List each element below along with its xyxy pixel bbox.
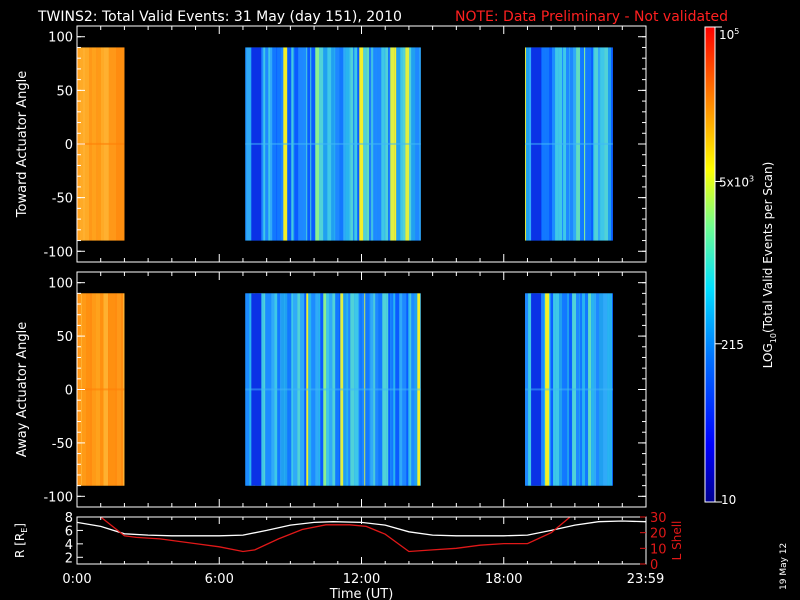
colorbar: 10 215 5x103 105 LOG10(Total Valid Events p…: [704, 26, 778, 507]
y-axis-label: Away Actuator Angle: [15, 322, 30, 457]
y-tick-label: 8: [65, 511, 73, 526]
y2-axis-label: L Shell: [670, 521, 684, 561]
colorbar-gradient: [705, 27, 715, 502]
colorbar-tick-label: 10: [721, 493, 736, 507]
y2-tick-label: 0: [650, 558, 658, 573]
y-tick-label: 100: [48, 277, 73, 292]
colorbar-frame: [704, 26, 716, 503]
lshell-line: [100, 517, 571, 553]
y-tick-label: 4: [65, 538, 73, 553]
x-tick-label: 12:00: [343, 572, 380, 587]
y-tick-label: -100: [43, 490, 73, 505]
y-axis-label: Toward Actuator Angle: [15, 71, 30, 218]
date-stamp: 19 May 12: [779, 543, 789, 590]
y-tick-label: -50: [52, 192, 73, 207]
x-tick-label: 6:00: [205, 572, 234, 587]
colorbar-label: LOG10(Total Valid Events per Scan): [761, 162, 778, 369]
colorbar-tick-label: 215: [721, 338, 744, 352]
y-axis-label: R [RE]: [13, 523, 29, 558]
toward-panel: 100 50 0 -50 -100 Toward Actuator Angle: [15, 25, 647, 263]
heatmap-band: [525, 142, 613, 145]
y-tick-label: 6: [65, 524, 73, 539]
x-axis-label: Time (UT): [329, 587, 394, 600]
y2-tick-label: 20: [650, 527, 667, 542]
colorbar-tick-label: 105: [719, 27, 739, 42]
heatmap-band: [77, 388, 125, 391]
note-text: NOTE: Data Preliminary - Not validated: [455, 9, 728, 25]
y2-tick-label: 10: [650, 542, 667, 557]
x-tick-label: 23:59: [627, 572, 664, 587]
y-tick-label: 50: [56, 330, 73, 345]
x-tick-label: 0:00: [62, 572, 91, 587]
y2-tick-label: 30: [650, 511, 667, 526]
away-panel: 100 50 0 -50 -100 Away Actuator Angle: [15, 271, 647, 508]
y-tick-label: 0: [65, 384, 73, 399]
y-tick-label: -50: [52, 437, 73, 452]
y-tick-label: -100: [43, 245, 73, 260]
y-tick-label: 2: [65, 551, 73, 566]
y-tick-label: 0: [65, 138, 73, 153]
heatmap-band: [525, 388, 613, 391]
y-tick-label: 100: [48, 31, 73, 46]
heatmap-band: [245, 142, 421, 145]
chart-title: TWINS2: Total Valid Events: 31 May (day …: [37, 9, 402, 25]
y-tick-label: 50: [56, 84, 73, 99]
heatmap-band: [245, 388, 421, 391]
heatmap-band: [77, 142, 125, 145]
colorbar-tick-label: 5x103: [719, 174, 754, 189]
x-tick-label: 18:00: [485, 572, 522, 587]
